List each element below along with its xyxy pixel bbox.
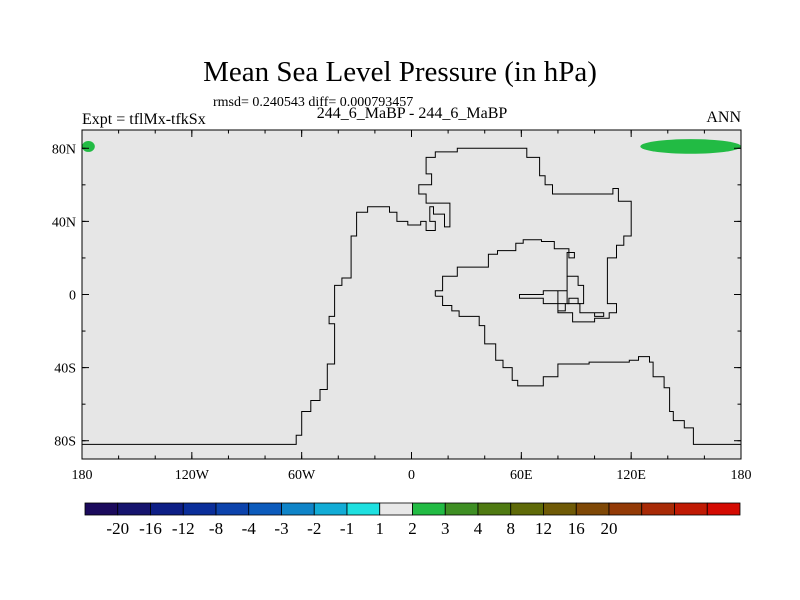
colorbar-box bbox=[84, 502, 119, 516]
colorbar: -20 -16 -12 -8 -4 -3 -2 -1 1 2 3 4 8 12 16 20 bbox=[84, 502, 741, 538]
colorbar-label: 16 bbox=[568, 519, 585, 538]
coastlines bbox=[82, 147, 741, 445]
y-tick-label: 0 bbox=[69, 289, 76, 304]
colorbar-label: -16 bbox=[139, 519, 162, 538]
y-tick-label: 40S bbox=[54, 362, 76, 377]
season-label: ANN bbox=[706, 109, 741, 126]
colorbar-box bbox=[608, 502, 643, 516]
colorbar-label: 1 bbox=[376, 519, 385, 538]
shaded-region-1 bbox=[82, 140, 95, 152]
colorbar-box bbox=[444, 502, 479, 516]
colorbar-label: -3 bbox=[274, 519, 288, 538]
colorbar-label: -4 bbox=[242, 519, 257, 538]
stats-text: rmsd= 0.240543 diff= 0.000793457 bbox=[213, 95, 414, 110]
case-label: 244_6_MaBP - 244_6_MaBP bbox=[316, 105, 508, 122]
plot-area bbox=[82, 130, 741, 459]
chart-title: Mean Sea Level Pressure (in hPa) bbox=[203, 56, 597, 88]
colorbar-label: -8 bbox=[209, 519, 223, 538]
colorbar-box bbox=[313, 502, 348, 516]
colorbar-box bbox=[346, 502, 381, 516]
colorbar-box bbox=[477, 502, 512, 516]
x-tick-label: 180 bbox=[731, 468, 752, 483]
x-tick-label: 0 bbox=[408, 468, 415, 483]
y-tick-label: 40N bbox=[52, 215, 76, 230]
y-tick-label: 80S bbox=[54, 435, 76, 450]
x-tick-label: 60W bbox=[288, 468, 316, 483]
x-tick-label: 180 bbox=[72, 468, 93, 483]
colorbar-label: 12 bbox=[535, 519, 552, 538]
colorbar-label: -12 bbox=[172, 519, 195, 538]
colorbar-box bbox=[215, 502, 250, 516]
colorbar-label: 2 bbox=[408, 519, 417, 538]
colorbar-box bbox=[641, 502, 675, 516]
coastline-mainland_east bbox=[434, 239, 585, 305]
x-tick-label: 60E bbox=[510, 468, 533, 483]
colorbar-box bbox=[510, 502, 544, 516]
plot-background bbox=[82, 130, 741, 459]
colorbar-box bbox=[281, 502, 315, 516]
x-tick-label: 120E bbox=[616, 468, 646, 483]
colorbar-box bbox=[182, 502, 217, 516]
colorbar-label: 3 bbox=[441, 519, 450, 538]
shaded-regions bbox=[82, 139, 741, 154]
colorbar-label: -2 bbox=[307, 519, 321, 538]
colorbar-box bbox=[117, 502, 151, 516]
colorbar-box bbox=[412, 502, 446, 516]
colorbar-label: 8 bbox=[507, 519, 516, 538]
colorbar-label: -1 bbox=[340, 519, 354, 538]
colorbar-box bbox=[674, 502, 708, 516]
colorbar-box bbox=[543, 502, 577, 516]
shaded-region-0 bbox=[640, 139, 741, 154]
colorbar-box bbox=[379, 502, 413, 516]
y-tick-label: 80N bbox=[52, 142, 76, 157]
x-tick-label: 120W bbox=[175, 468, 210, 483]
colorbar-label: 4 bbox=[474, 519, 483, 538]
axes: 180 120W 60W 0 60E 120E 180 80N 40N 0 40S 80S bbox=[52, 129, 752, 483]
colorbar-label: 20 bbox=[601, 519, 618, 538]
experiment-label: Expt = tflMx-tfkSx bbox=[82, 111, 206, 128]
coastline-americas bbox=[82, 147, 632, 445]
colorbar-box bbox=[248, 502, 282, 516]
colorbar-box bbox=[150, 502, 184, 516]
colorbar-box bbox=[706, 502, 741, 516]
colorbar-label: -20 bbox=[106, 519, 129, 538]
colorbar-box bbox=[575, 502, 610, 516]
coastline-mainland_south bbox=[435, 295, 741, 445]
